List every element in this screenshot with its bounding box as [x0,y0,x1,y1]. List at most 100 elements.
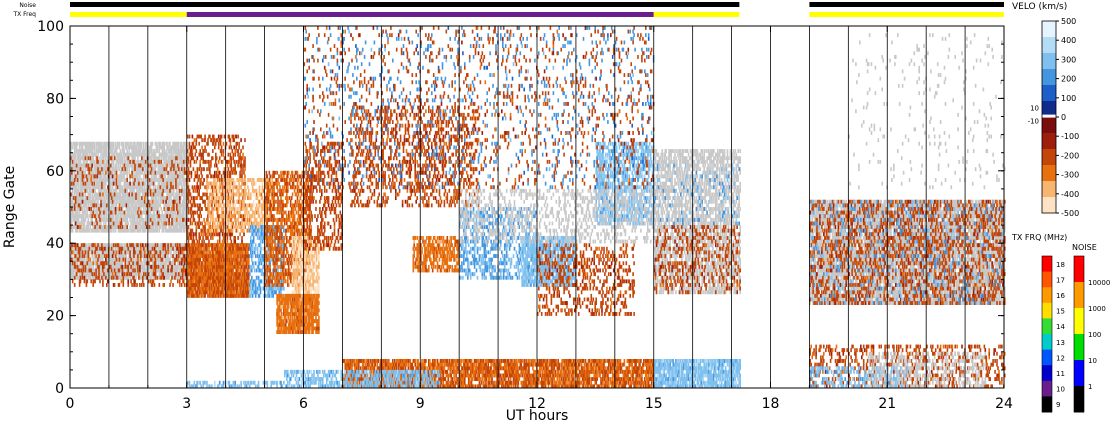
ground-scatter-cell [111,264,114,269]
ground-scatter-cell [76,199,79,204]
ground-scatter-cell [174,268,176,273]
ground-scatter-cell [80,167,83,172]
velocity-cell [207,293,209,298]
ground-scatter-cell [103,178,105,182]
ground-scatter-cell [72,264,75,269]
ground-scatter-cell [122,192,125,197]
ground-scatter-cell [98,225,100,229]
velocity-cell [130,272,132,277]
ground-scatter-cell [99,188,101,193]
ground-scatter-cell [97,254,99,258]
ground-scatter-cell [149,199,152,204]
ground-scatter-cell [159,264,162,269]
ground-scatter-cell [99,141,101,146]
ground-scatter-cell [125,225,128,229]
velocity-cell [131,170,133,175]
ground-scatter-cell [100,163,102,168]
ground-scatter-cell [85,228,88,233]
velocity-cell [248,286,250,291]
ground-scatter-cell [71,214,74,219]
ground-scatter-cell [168,243,170,248]
velocity-cell [80,268,83,273]
ground-scatter-cell [82,141,85,146]
ground-scatter-cell [128,181,130,186]
ground-scatter-cell [70,228,72,233]
velocity-cell [134,268,136,273]
ground-scatter-cell [138,185,140,190]
ground-scatter-cell [103,152,105,157]
ground-scatter-cell [95,145,97,150]
ground-scatter-cell [108,207,111,211]
ground-scatter-cell [78,214,81,219]
ground-scatter-cell [173,221,175,226]
ground-scatter-cell [87,264,90,269]
ground-scatter-cell [129,145,131,150]
ground-scatter-cell [112,257,115,262]
ground-scatter-cell [166,178,168,182]
ground-scatter-cell [106,250,108,255]
velocity-cell [154,272,157,277]
ground-scatter-cell [107,170,109,175]
velocity-cell [120,221,123,226]
ground-scatter-cell [151,272,154,277]
ground-scatter-cell [161,149,164,153]
velocity-cell [157,264,160,269]
ground-scatter-cell [71,272,73,277]
ground-scatter-cell [81,243,84,248]
ground-scatter-cell [168,228,170,233]
ground-scatter-cell [117,152,120,157]
ground-scatter-cell [164,275,166,280]
ground-scatter-cell [169,243,171,248]
ground-scatter-cell [116,192,119,197]
ground-scatter-cell [90,261,92,266]
ground-scatter-cell [89,199,92,204]
ground-scatter-cell [151,159,154,164]
velocity-cell [71,261,74,266]
ground-scatter-cell [137,207,139,211]
ground-scatter-cell [111,203,114,208]
velocity-cell [86,178,89,182]
ground-scatter-cell [71,152,73,157]
velocity-cell [163,275,165,280]
ground-scatter-cell [79,257,82,262]
velocity-cell [237,268,239,273]
ground-scatter-cell [155,261,158,266]
ground-scatter-cell [156,264,159,269]
ground-scatter-cell [91,196,93,200]
velocity-cell [106,283,108,287]
ground-scatter-cell [135,246,137,251]
ground-scatter-cell [121,188,124,193]
velocity-cell [112,221,115,226]
ground-scatter-cell [101,210,103,215]
ground-scatter-cell [105,254,107,258]
ground-scatter-cell [101,217,103,222]
ground-scatter-cell [117,159,120,164]
ground-scatter-cell [121,275,124,280]
ground-scatter-cell [169,272,171,277]
ground-scatter-cell [164,210,166,215]
velocity-cell [100,199,102,204]
ground-scatter-cell [175,268,177,273]
ground-scatter-cell [120,152,123,157]
ground-scatter-cell [155,207,158,211]
ground-scatter-cell [123,264,126,269]
ground-scatter-cell [89,203,92,208]
ground-scatter-cell [115,217,118,222]
ground-scatter-cell [147,254,150,258]
ground-scatter-cell [152,264,155,269]
ground-scatter-cell [71,174,74,179]
velocity-cell [105,275,107,280]
ground-scatter-cell [102,167,104,172]
ground-scatter-cell [158,264,161,269]
ground-scatter-cell [173,181,175,186]
ground-scatter-cell [156,221,159,226]
ground-scatter-cell [71,257,74,262]
ground-scatter-cell [76,207,79,211]
ground-scatter-cell [155,203,158,208]
ground-scatter-cell [99,149,101,153]
velocity-cell [248,257,250,262]
ground-scatter-cell [119,261,122,266]
ground-scatter-cell [88,156,91,161]
ground-scatter-cell [120,210,123,215]
ground-scatter-cell [82,203,85,208]
